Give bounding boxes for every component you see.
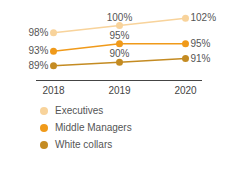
html-text:Middle Managers: Middle Managers <box>55 122 132 133</box>
svg-text:2020: 2020 <box>174 85 197 96</box>
svg-text:95%: 95% <box>109 30 129 41</box>
html-text:White collars: White collars <box>55 139 113 150</box>
svg-text:95%: 95% <box>191 38 211 49</box>
svg-text:93%: 93% <box>28 45 48 56</box>
svg-text:90%: 90% <box>109 48 129 59</box>
svg-text:89%: 89% <box>28 60 48 71</box>
svg-text:2018: 2018 <box>42 85 65 96</box>
html-text:Executives: Executives <box>55 105 104 116</box>
svg-text:91%: 91% <box>191 53 211 64</box>
svg-text:100%: 100% <box>107 12 133 23</box>
svg-text:98%: 98% <box>28 27 48 38</box>
svg-text:102%: 102% <box>191 12 217 23</box>
svg-text:2019: 2019 <box>108 85 131 96</box>
